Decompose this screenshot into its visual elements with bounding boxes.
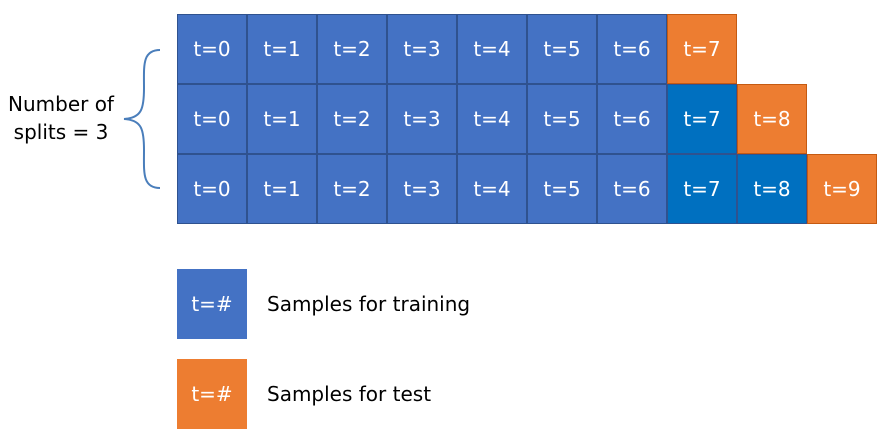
split-2-cell-train: t=2 — [317, 84, 387, 154]
split-1-cell-train: t=0 — [177, 14, 247, 84]
legend-training-text: Samples for training — [267, 292, 471, 316]
split-label-line2: splits = 3 — [13, 120, 109, 144]
split-3-cell-train: t=1 — [247, 154, 317, 224]
split-2-cell-train: t=4 — [457, 84, 527, 154]
split-2-cell-train: t=6 — [597, 84, 667, 154]
split-2-cell-train: t=1 — [247, 84, 317, 154]
split-3-cell-train: t=4 — [457, 154, 527, 224]
split-3-cell-train: t=2 — [317, 154, 387, 224]
split-3-cell-train-alt: t=8 — [737, 154, 807, 224]
split-1-cell-train: t=2 — [317, 14, 387, 84]
legend-test-box-label: t=# — [191, 382, 233, 406]
number-of-splits-label: Number of splits = 3 — [0, 90, 122, 146]
curly-brace-icon — [123, 49, 161, 189]
legend-training-box-label: t=# — [191, 292, 233, 316]
split-3-cell-train: t=0 — [177, 154, 247, 224]
legend-training-box: t=# — [177, 269, 247, 339]
split-1-cell-train: t=3 — [387, 14, 457, 84]
split-1-cell-train: t=5 — [527, 14, 597, 84]
split-3-cell-train: t=3 — [387, 154, 457, 224]
split-1-cell-train: t=6 — [597, 14, 667, 84]
split-label-line1: Number of — [8, 92, 114, 116]
split-1-cell-train: t=1 — [247, 14, 317, 84]
split-3-cell-train: t=5 — [527, 154, 597, 224]
split-1-cell-test: t=7 — [667, 14, 737, 84]
split-2-cell-train: t=0 — [177, 84, 247, 154]
split-2-cell-test: t=8 — [737, 84, 807, 154]
split-2-cell-train-alt: t=7 — [667, 84, 737, 154]
split-3-cell-test: t=9 — [807, 154, 877, 224]
legend-test-box: t=# — [177, 359, 247, 429]
split-3-cell-train-alt: t=7 — [667, 154, 737, 224]
split-2-cell-train: t=3 — [387, 84, 457, 154]
legend-test-text: Samples for test — [267, 382, 432, 406]
split-3-cell-train: t=6 — [597, 154, 667, 224]
split-2-cell-train: t=5 — [527, 84, 597, 154]
split-1-cell-train: t=4 — [457, 14, 527, 84]
